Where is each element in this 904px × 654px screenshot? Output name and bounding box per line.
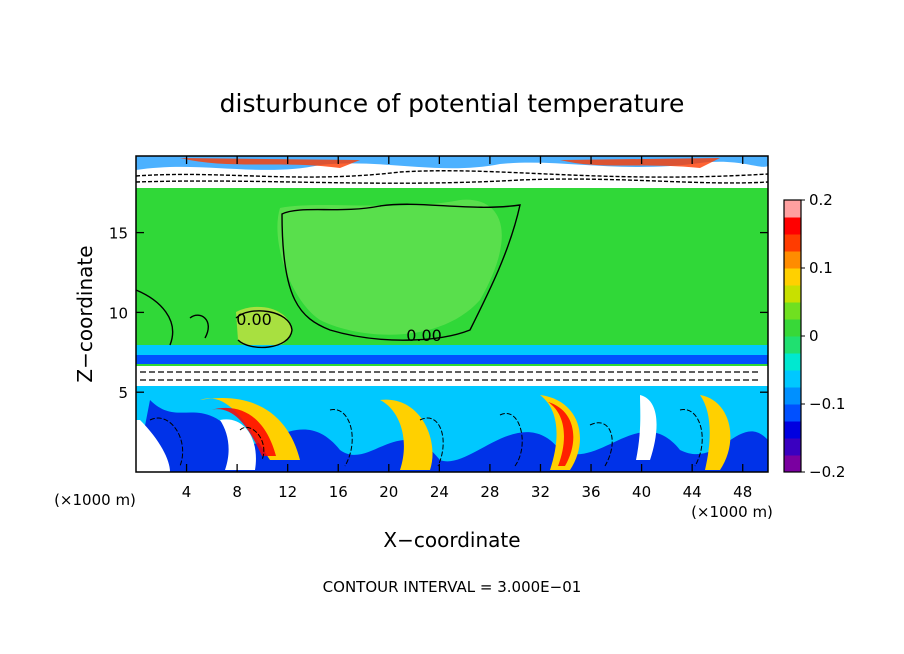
field-left-blob <box>236 306 292 350</box>
colorbar-swatch <box>784 200 801 218</box>
y-tick-label: 5 <box>118 384 128 402</box>
x-unit-label: (×1000 m) <box>54 491 136 509</box>
colorbar-swatch <box>784 251 801 269</box>
x-tick-label: 4 <box>182 483 192 501</box>
x-axis-ticks: 4 8 12 16 20 24 28 32 36 40 44 48 <box>182 156 752 501</box>
contour-interval-note: CONTOUR INTERVAL = 3.000E−01 <box>323 578 582 596</box>
x-unit-label-right: (×1000 m) <box>691 503 773 521</box>
x-tick-label: 32 <box>531 483 550 501</box>
y-tick-label: 10 <box>109 304 128 322</box>
x-tick-label: 16 <box>329 483 348 501</box>
field-top-contours <box>135 170 769 184</box>
plot-frame <box>135 155 769 473</box>
contour-label: 0.00 <box>406 326 442 345</box>
colorbar <box>783 199 802 473</box>
colorbar-swatch <box>784 336 801 354</box>
colorbar-swatch <box>784 387 801 405</box>
colorbar-swatch <box>784 319 801 337</box>
x-tick-label: 36 <box>581 483 600 501</box>
colorbar-swatch <box>784 438 801 456</box>
colorbar-swatch <box>784 455 801 473</box>
colorbar-swatch <box>784 268 801 286</box>
colorbar-swatch <box>784 302 801 320</box>
colorbar-swatch <box>784 285 801 303</box>
colorbar-ticks: 0.2 0.1 0 −0.1 −0.2 <box>801 191 845 481</box>
field-white-band <box>136 366 768 386</box>
colorbar-swatch <box>784 421 801 439</box>
x-tick-label: 28 <box>480 483 499 501</box>
field-top-red <box>180 158 720 168</box>
x-tick-label: 20 <box>379 483 398 501</box>
x-tick-label: 40 <box>632 483 651 501</box>
field-blue-band <box>136 355 768 364</box>
colorbar-tick-label: 0.1 <box>809 259 833 277</box>
turbulence-contours <box>149 409 703 467</box>
plot-area <box>135 155 769 473</box>
contour-label: 0.00 <box>236 310 272 329</box>
x-tick-label: 12 <box>278 483 297 501</box>
y-axis-label: Z−coordinate <box>73 245 97 382</box>
colorbar-tick-label: −0.2 <box>809 463 845 481</box>
y-tick-label: 15 <box>109 225 128 243</box>
field-turb-white <box>136 395 657 472</box>
x-axis-label: X−coordinate <box>383 528 520 552</box>
colorbar-swatch <box>784 404 801 422</box>
colorbar-swatch <box>784 217 801 235</box>
chart-title: disturbunce of potential temperature <box>220 89 685 118</box>
field-band-dashes <box>140 371 760 381</box>
x-tick-label: 8 <box>232 483 242 501</box>
zero-contour <box>135 203 521 349</box>
x-tick-label: 44 <box>683 483 702 501</box>
colorbar-swatch <box>784 234 801 252</box>
colorbar-tick-label: 0 <box>809 327 819 345</box>
x-tick-label: 24 <box>430 483 449 501</box>
field-mid-blob <box>277 199 502 335</box>
colorbar-swatch <box>784 353 801 371</box>
colorbar-tick-label: 0.2 <box>809 191 833 209</box>
colorbar-swatch <box>784 370 801 388</box>
colorbar-tick-label: −0.1 <box>809 395 845 413</box>
x-tick-label: 48 <box>733 483 752 501</box>
y-axis-ticks: 5 10 15 <box>109 225 768 402</box>
